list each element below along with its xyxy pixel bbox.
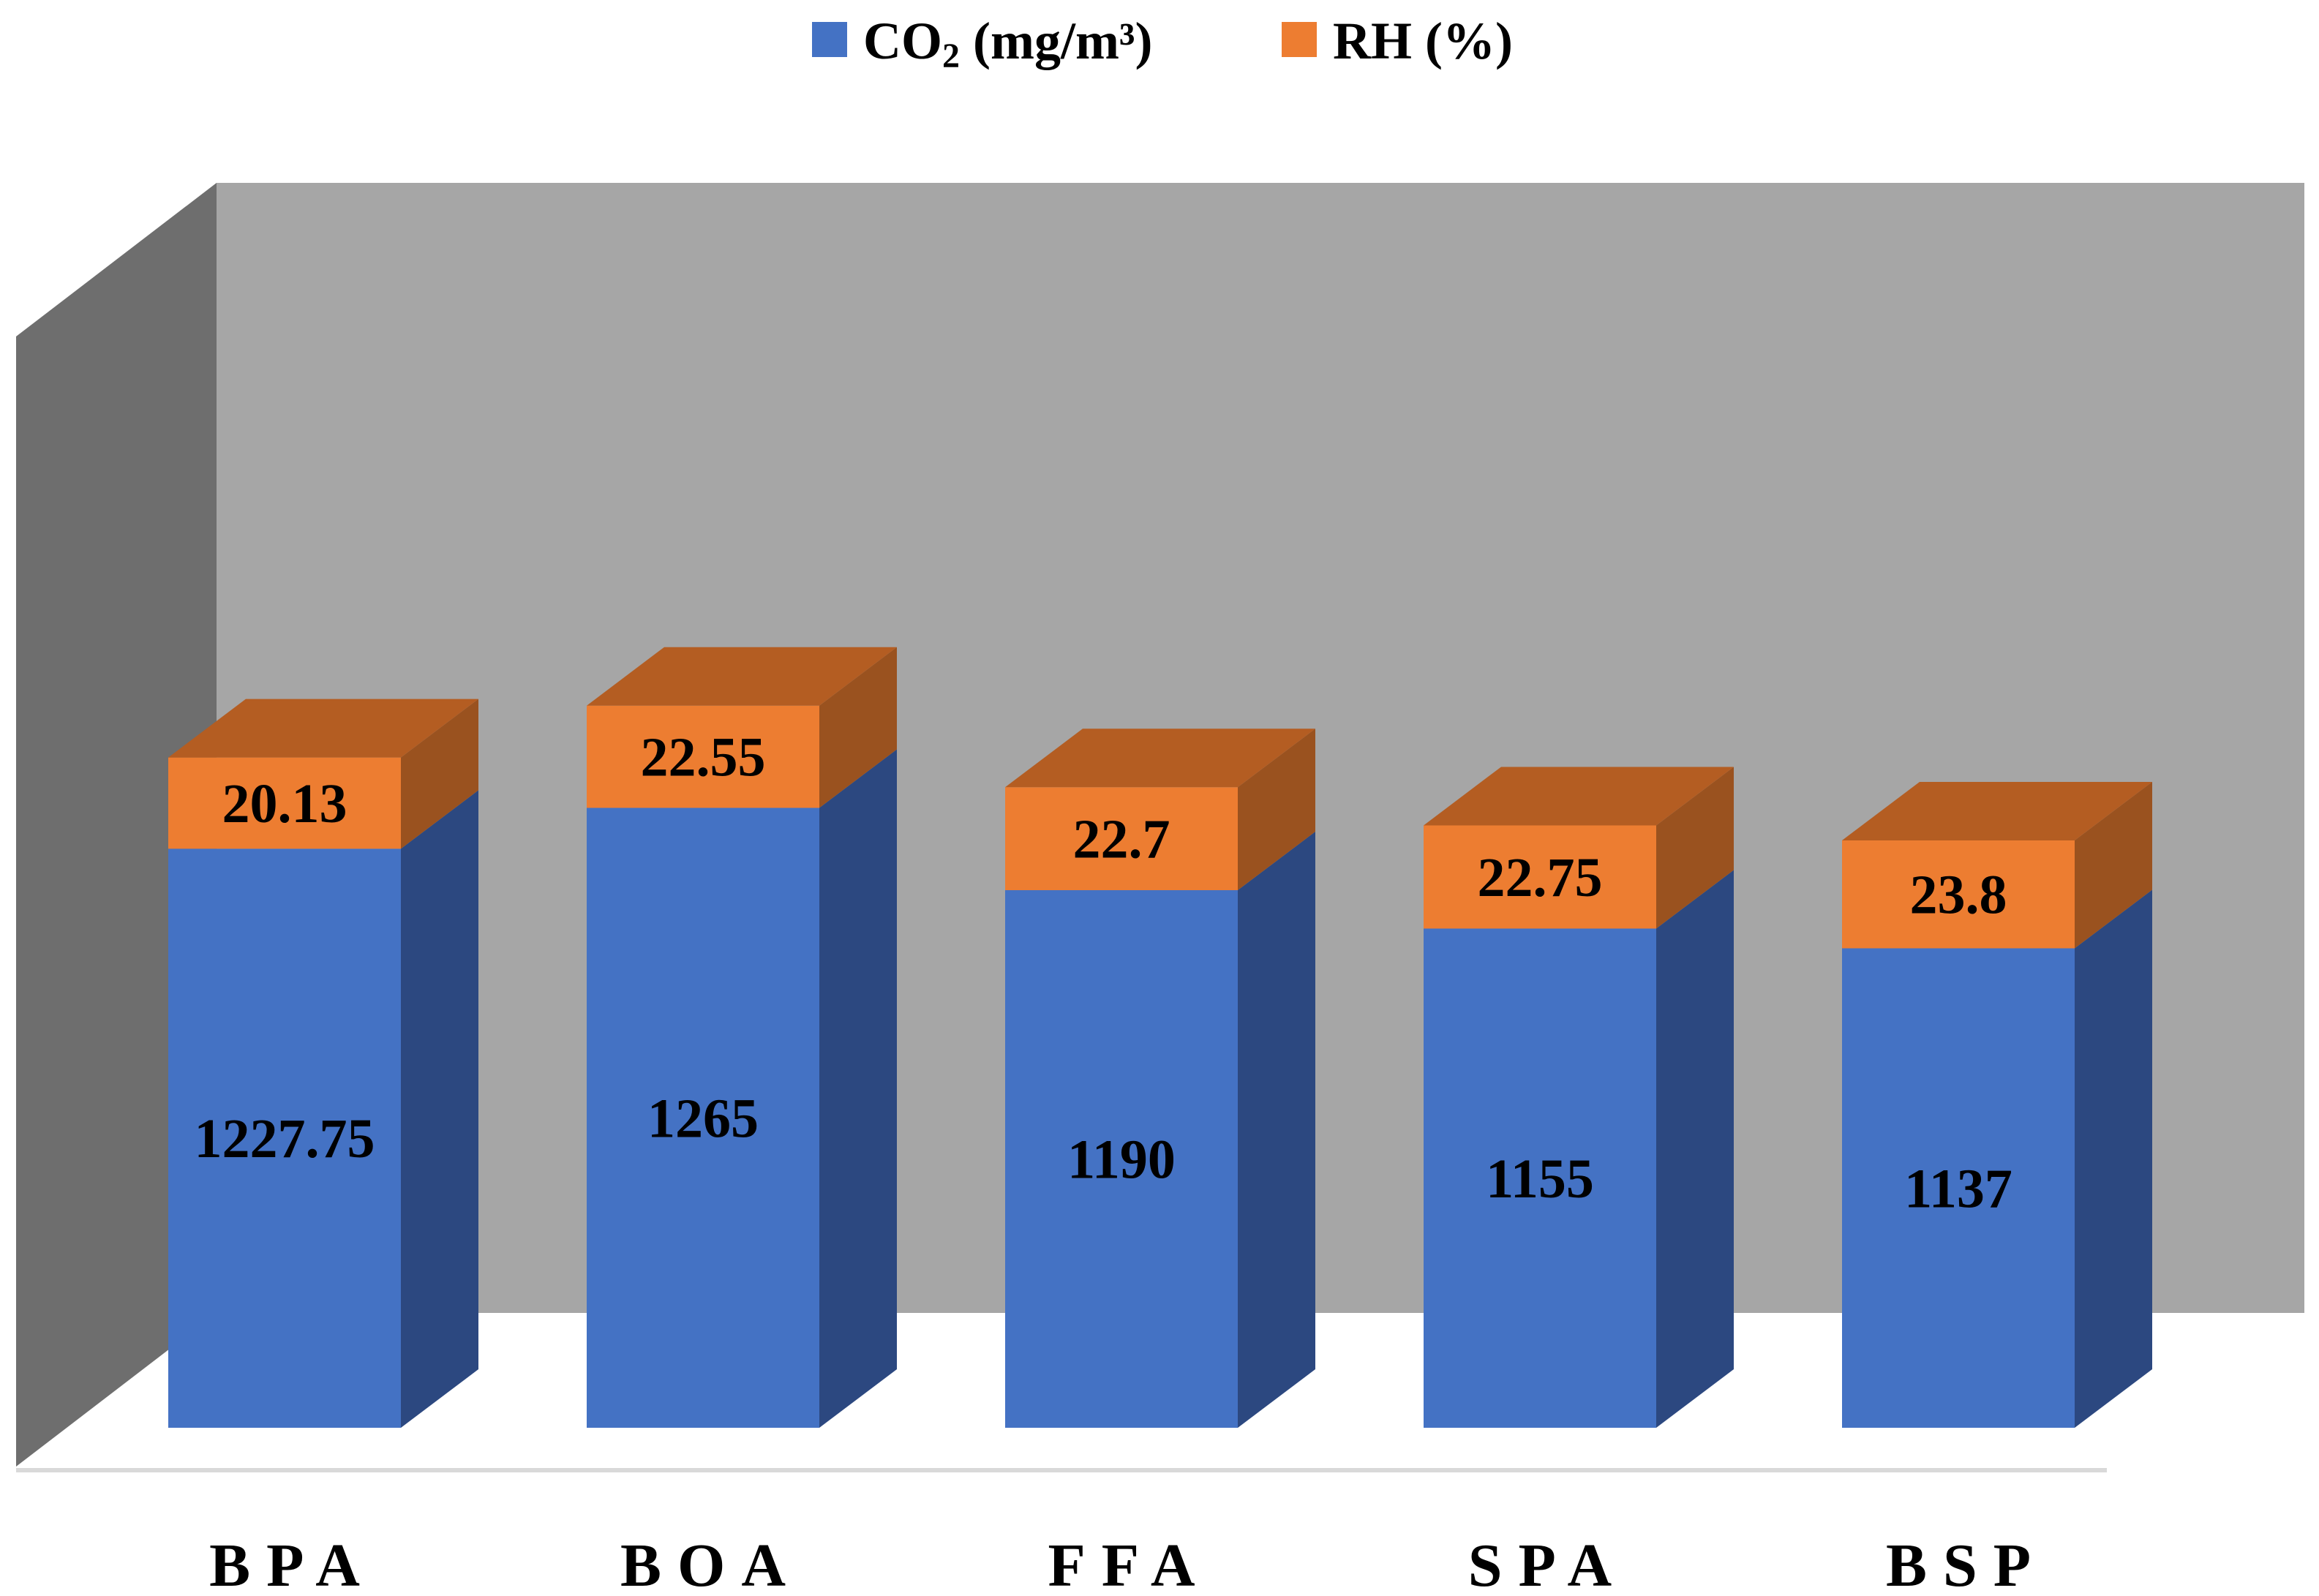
bar-co2-side-ffa bbox=[1238, 832, 1315, 1428]
bar-rh-side-ffa bbox=[1238, 729, 1315, 890]
legend: CO2 (mg/m³) RH (%) bbox=[812, 12, 1513, 75]
data-label-co2-spa: 1155 bbox=[1486, 1148, 1594, 1210]
category-label-boa: BOA bbox=[620, 1532, 802, 1596]
data-label-rh-boa: 22.55 bbox=[641, 727, 766, 788]
legend-swatch-rh bbox=[1282, 22, 1317, 57]
bar-group-bsp: 23.8 1137 bbox=[1842, 781, 2152, 1428]
bar-rh-side-bpa bbox=[401, 699, 478, 849]
data-label-co2-ffa: 1190 bbox=[1067, 1129, 1176, 1191]
bar-rh-top-ffa bbox=[1005, 729, 1315, 788]
bar-co2-bsp bbox=[1842, 948, 2075, 1428]
data-label-rh-bpa: 20.13 bbox=[222, 773, 347, 835]
bar-rh-top-bsp bbox=[1842, 781, 2152, 840]
category-label-bpa: BPA bbox=[209, 1532, 376, 1596]
bar-group-bpa: 20.13 1227.75 bbox=[168, 699, 478, 1428]
bar-co2-bpa bbox=[168, 848, 401, 1428]
category-label-ffa: FFA bbox=[1048, 1532, 1211, 1596]
bar-rh-top-boa bbox=[587, 647, 897, 706]
bar-rh-top-bpa bbox=[168, 699, 478, 758]
bar-co2-boa bbox=[587, 808, 819, 1428]
category-labels: BPA BOA FFA SPA BSP bbox=[209, 1532, 2047, 1596]
data-label-co2-bsp: 1137 bbox=[1904, 1158, 2012, 1219]
bar-co2-side-bpa bbox=[401, 790, 478, 1428]
bar-rh-bsp bbox=[1842, 840, 2075, 949]
bar-rh-top-spa bbox=[1424, 767, 1734, 826]
category-label-spa: SPA bbox=[1468, 1532, 1628, 1596]
bar-co2-side-bsp bbox=[2075, 889, 2152, 1428]
bar-group-spa: 22.75 1155 bbox=[1424, 767, 1734, 1428]
legend-swatch-co2 bbox=[812, 22, 847, 57]
side-wall bbox=[16, 183, 217, 1467]
bars: 20.13 1227.75 22.55 1265 22.7 1190 22.75 1155 23… bbox=[168, 647, 2152, 1428]
category-label-bsp: BSP bbox=[1886, 1532, 2047, 1596]
legend-label-co2: CO2 (mg/m³) bbox=[863, 12, 1153, 75]
data-label-rh-ffa: 22.7 bbox=[1073, 809, 1170, 870]
bar-rh-spa bbox=[1424, 825, 1656, 929]
bar-co2-ffa bbox=[1005, 890, 1238, 1428]
data-label-rh-spa: 22.75 bbox=[1478, 847, 1603, 908]
bar-rh-side-spa bbox=[1656, 767, 1734, 929]
bar-co2-side-boa bbox=[819, 749, 897, 1428]
bar-co2-side-spa bbox=[1656, 870, 1734, 1428]
bar-co2-spa bbox=[1424, 928, 1656, 1428]
bar-rh-side-bsp bbox=[2075, 781, 2152, 949]
bar-rh-bpa bbox=[168, 757, 401, 849]
data-label-co2-bpa: 1227.75 bbox=[195, 1108, 375, 1170]
bar-rh-side-boa bbox=[819, 647, 897, 808]
bar-rh-ffa bbox=[1005, 787, 1238, 890]
bar-group-boa: 22.55 1265 bbox=[587, 647, 897, 1428]
bar-rh-boa bbox=[587, 705, 819, 808]
bar-group-ffa: 22.7 1190 bbox=[1005, 729, 1315, 1428]
data-label-rh-bsp: 23.8 bbox=[1910, 865, 2007, 926]
legend-label-rh: RH (%) bbox=[1333, 12, 1513, 70]
data-label-co2-boa: 1265 bbox=[647, 1088, 759, 1149]
